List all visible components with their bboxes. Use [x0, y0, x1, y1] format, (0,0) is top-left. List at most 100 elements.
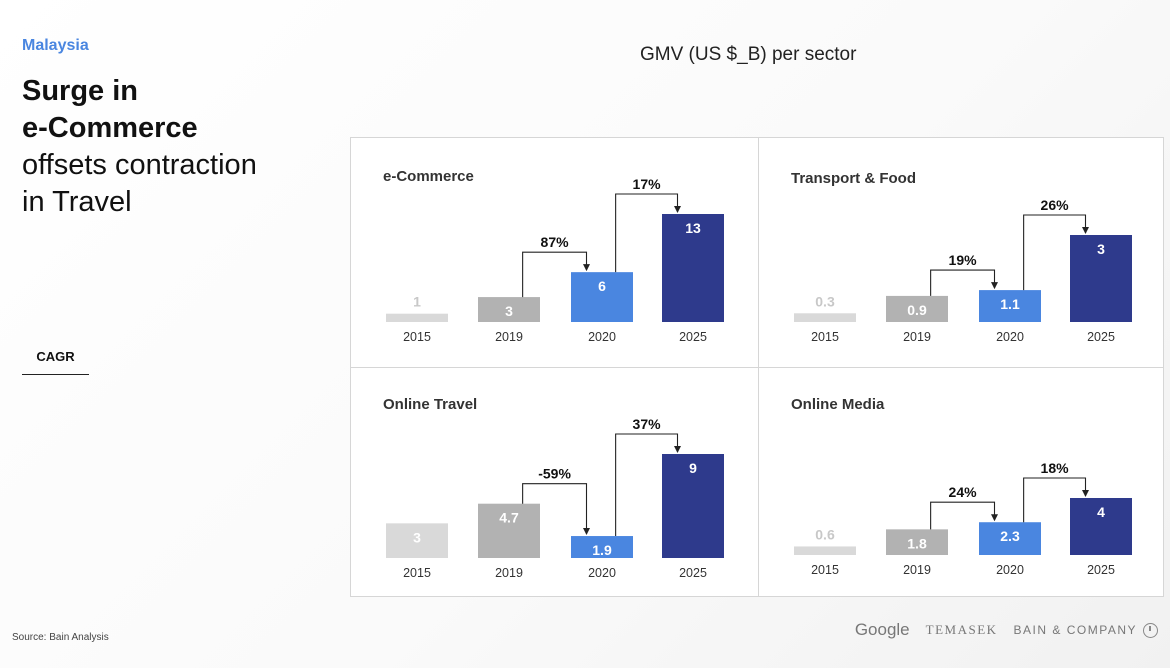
google-logo: Google: [854, 620, 910, 639]
cagr-connector-line: [615, 433, 679, 537]
bar-2015: [386, 313, 448, 322]
bar-value-label: 4: [1097, 504, 1105, 520]
bar-value-label: 1.9: [592, 542, 612, 558]
bain-circle-icon: [1143, 622, 1158, 638]
cagr-arrow-head: [583, 528, 590, 536]
bar-value-label: 2.3: [1000, 528, 1020, 544]
cagr-label: 37%: [633, 416, 662, 432]
cagr-connector-line: [522, 483, 588, 535]
country-label: Malaysia: [22, 37, 89, 54]
bar-2025: [662, 214, 724, 322]
panel-title: e-Commerce: [383, 168, 474, 185]
bar-2019: [886, 529, 948, 555]
bar-value-label: 6: [598, 278, 606, 294]
bar-2015: [386, 523, 448, 558]
cagr-arrow-head: [991, 514, 998, 522]
bar-2019: [886, 295, 948, 322]
bar-value-label: 3: [413, 529, 421, 545]
bar-value-label: 9: [689, 460, 697, 476]
cagr-connector-line: [1023, 477, 1087, 523]
headline-line-3: offsets contraction: [22, 149, 257, 181]
temasek-logo: TEMASEK: [925, 622, 998, 637]
cagr-connector-line: [522, 251, 588, 298]
cagr-arrow-head: [583, 264, 590, 272]
headline: Surge in e-Commerce offsets contraction …: [22, 73, 257, 221]
cagr-arrow-head: [991, 282, 998, 290]
logo-bar: Google TEMASEK BAIN & COMPANY: [855, 620, 1158, 640]
category-tick-label: 2025: [679, 330, 707, 344]
bar-2015: [794, 313, 856, 322]
bar-chart-e-commerce: 1 2015 3 2019 6 2020 13 2025 87% 17%: [386, 176, 724, 344]
category-tick-label: 2019: [495, 330, 523, 344]
cagr-label: 26%: [1041, 197, 1070, 213]
cagr-label: -59%: [538, 466, 571, 482]
grid-divider-horizontal: [351, 367, 1163, 368]
cagr-label: 19%: [949, 252, 978, 268]
headline-line-2: e-Commerce: [22, 112, 198, 144]
bar-2020: [571, 272, 633, 322]
bar-2015: [794, 546, 856, 555]
bar-2025: [662, 454, 724, 558]
cagr-connector-line: [615, 193, 679, 273]
category-tick-label: 2015: [811, 563, 839, 577]
panel-title: Transport & Food: [791, 170, 916, 187]
bar-2019: [478, 297, 540, 322]
bar-chart-online-media: 0.6 2015 1.8 2019 2.3 2020 4 2025 24% 18%: [794, 460, 1132, 577]
bar-value-label: 0.9: [907, 302, 927, 318]
bar-value-label: 1.1: [1000, 296, 1020, 312]
bar-value-label: 3: [505, 303, 513, 319]
bar-2020: [979, 290, 1041, 322]
category-tick-label: 2020: [996, 563, 1024, 577]
category-tick-label: 2020: [996, 330, 1024, 344]
category-tick-label: 2020: [588, 330, 616, 344]
bar-value-label: 0.3: [815, 293, 835, 309]
bar-chart-transport-food: 0.3 2015 0.9 2019 1.1 2020 3 2025 19% 26%: [794, 197, 1132, 344]
category-tick-label: 2025: [1087, 563, 1115, 577]
category-tick-label: 2019: [903, 563, 931, 577]
cagr-label: 24%: [949, 484, 978, 500]
bar-2025: [1070, 235, 1132, 322]
bain-logo-text: BAIN & COMPANY: [1013, 623, 1137, 637]
cagr-connector-line: [930, 269, 996, 296]
category-tick-label: 2020: [588, 566, 616, 580]
category-tick-label: 2015: [403, 330, 431, 344]
category-tick-label: 2025: [679, 566, 707, 580]
source-note: Source: Bain Analysis: [12, 632, 109, 643]
category-tick-label: 2019: [495, 566, 523, 580]
cagr-label: 17%: [633, 176, 662, 192]
bar-2025: [1070, 498, 1132, 555]
chart-grid: e-Commerce 1 2015 3 2019 6 2020 13 2025 87% 17% T…: [350, 137, 1164, 597]
cagr-arrow-head: [674, 446, 681, 453]
bar-value-label: 4.7: [499, 510, 519, 526]
bar-2020: [979, 522, 1041, 555]
panel-e-commerce: e-Commerce 1 2015 3 2019 6 2020 13 2025 87% 17%: [351, 138, 758, 367]
bar-2019: [478, 503, 540, 558]
category-tick-label: 2019: [903, 330, 931, 344]
category-tick-label: 2015: [811, 330, 839, 344]
cagr-label: 18%: [1041, 460, 1070, 476]
panel-online-travel: Online Travel 3 2015 4.7 2019 1.9 2020 9 2025 -5…: [351, 368, 758, 596]
bar-value-label: 1.8: [907, 535, 927, 551]
cagr-connector-line: [930, 501, 996, 530]
panel-online-media: Online Media 0.6 2015 1.8 2019 2.3 2020 4 2025 2…: [759, 368, 1163, 596]
bar-2020: [571, 536, 633, 558]
panel-title: Online Media: [791, 396, 885, 413]
bar-chart-online-travel: 3 2015 4.7 2019 1.9 2020 9 2025 -59% 37%: [386, 416, 724, 580]
bar-value-label: 1: [413, 294, 421, 310]
headline-line-1: Surge in: [22, 75, 139, 107]
category-tick-label: 2025: [1087, 330, 1115, 344]
category-tick-label: 2015: [403, 566, 431, 580]
cagr-arrow-head: [674, 206, 681, 213]
cagr-legend-label: CAGR: [22, 348, 89, 375]
bar-value-label: 3: [1097, 241, 1105, 257]
chart-title: GMV (US $_B) per sector: [640, 44, 857, 65]
bain-logo: BAIN & COMPANY: [1013, 622, 1158, 638]
cagr-label: 87%: [541, 234, 570, 250]
panel-transport-food: Transport & Food 0.3 2015 0.9 2019 1.1 2020 3 2…: [759, 138, 1163, 367]
headline-line-4: in Travel: [22, 186, 132, 218]
panel-title: Online Travel: [383, 396, 478, 413]
cagr-arrow-head: [1082, 490, 1089, 497]
cagr-arrow-head: [1082, 227, 1089, 234]
bar-value-label: 0.6: [815, 526, 835, 542]
cagr-connector-line: [1023, 214, 1087, 291]
